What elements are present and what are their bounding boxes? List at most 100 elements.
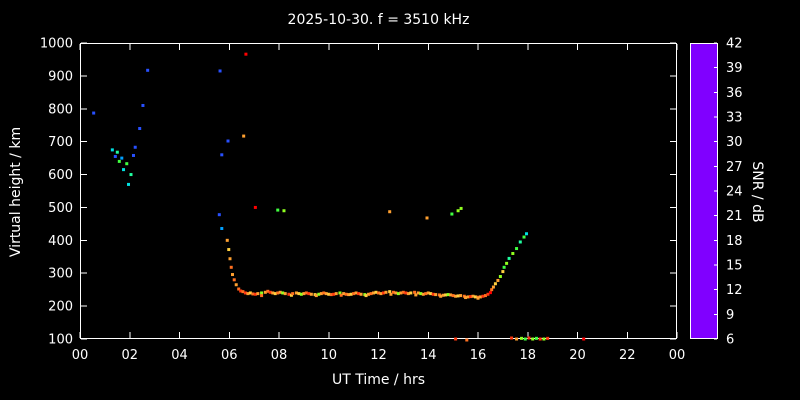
x-tick-label: 10 bbox=[320, 348, 337, 363]
echo-point bbox=[396, 292, 400, 296]
colorbar-tick-label: 15 bbox=[726, 259, 743, 274]
x-tick-label: 08 bbox=[271, 348, 288, 363]
colorbar-tick-label: 9 bbox=[726, 308, 734, 323]
echo-point bbox=[490, 288, 494, 292]
echo-point bbox=[229, 265, 233, 269]
echo-point bbox=[220, 226, 224, 230]
echo-point bbox=[505, 261, 509, 265]
echo-point bbox=[113, 154, 117, 158]
echo-point bbox=[421, 292, 425, 296]
echo-point bbox=[527, 336, 531, 340]
y-tick-label: 900 bbox=[48, 69, 73, 84]
echo-point bbox=[538, 337, 542, 341]
echo-point bbox=[260, 294, 264, 298]
x-axis-label: UT Time / hrs bbox=[331, 372, 426, 388]
echo-point bbox=[294, 291, 298, 295]
echo-point bbox=[271, 291, 275, 295]
echo-point bbox=[327, 292, 331, 296]
echo-point bbox=[388, 210, 392, 214]
echo-point bbox=[317, 292, 321, 296]
echo-point bbox=[491, 285, 495, 289]
echo-point bbox=[268, 290, 272, 294]
echo-point bbox=[456, 294, 460, 298]
colorbar-tick-label: 42 bbox=[726, 37, 743, 52]
echo-point bbox=[481, 294, 485, 298]
echo-point bbox=[344, 292, 348, 296]
echo-point bbox=[276, 291, 280, 295]
echo-point bbox=[496, 278, 500, 282]
echo-point bbox=[546, 336, 550, 340]
echo-point bbox=[239, 289, 243, 293]
echo-point bbox=[501, 270, 505, 274]
echo-point bbox=[273, 292, 277, 296]
x-tick-label: 22 bbox=[619, 348, 636, 363]
echo-point bbox=[342, 292, 346, 296]
echo-point bbox=[507, 256, 511, 260]
y-tick-label: 200 bbox=[48, 300, 73, 315]
echo-point bbox=[230, 273, 234, 277]
echo-point bbox=[347, 293, 351, 297]
echo-point bbox=[434, 293, 438, 297]
echo-point bbox=[542, 337, 546, 341]
echo-point bbox=[110, 148, 114, 152]
echo-point bbox=[304, 291, 308, 295]
echo-point bbox=[263, 290, 267, 294]
echo-point bbox=[232, 278, 236, 282]
echo-point bbox=[260, 291, 264, 295]
echo-point bbox=[439, 294, 443, 298]
echo-point bbox=[426, 291, 430, 295]
colorbar-tick-label: 12 bbox=[726, 283, 743, 298]
echo-point bbox=[131, 153, 135, 157]
echo-point bbox=[525, 232, 529, 236]
colorbar-tick-label: 36 bbox=[726, 86, 743, 101]
echo-point bbox=[511, 251, 515, 255]
echo-point bbox=[474, 295, 478, 299]
echo-point bbox=[498, 275, 502, 279]
echo-point bbox=[226, 139, 230, 143]
echo-point bbox=[228, 257, 232, 261]
echo-point bbox=[374, 290, 378, 294]
echo-point bbox=[377, 291, 380, 295]
echo-point bbox=[522, 235, 526, 239]
echo-point bbox=[515, 337, 519, 341]
echo-point bbox=[241, 290, 245, 294]
echo-point bbox=[242, 134, 246, 138]
echo-point bbox=[334, 292, 338, 296]
echo-point bbox=[237, 287, 241, 291]
echo-point bbox=[322, 291, 326, 295]
colorbar-tick-label: 33 bbox=[726, 111, 743, 126]
echo-point bbox=[299, 292, 303, 296]
echo-point bbox=[381, 291, 385, 295]
echo-point bbox=[424, 292, 428, 296]
y-tick-label: 400 bbox=[48, 234, 73, 249]
colorbar-tick-label: 18 bbox=[726, 234, 743, 249]
echo-point bbox=[520, 336, 524, 340]
y-tick-label: 100 bbox=[48, 333, 73, 348]
echo-point bbox=[454, 337, 458, 341]
echo-point bbox=[289, 293, 293, 297]
x-tick-label: 16 bbox=[470, 348, 487, 363]
echo-point bbox=[478, 295, 482, 299]
echo-point bbox=[217, 213, 221, 217]
x-tick-label: 00 bbox=[669, 348, 686, 363]
echo-point bbox=[248, 291, 252, 295]
echo-point bbox=[246, 292, 250, 296]
echo-point bbox=[459, 206, 463, 210]
echo-point bbox=[493, 282, 497, 286]
x-tick-label: 14 bbox=[420, 348, 437, 363]
echo-point bbox=[253, 292, 257, 296]
echo-point bbox=[379, 292, 383, 296]
echo-point bbox=[276, 208, 280, 212]
echo-point bbox=[146, 68, 150, 72]
echo-point bbox=[450, 212, 454, 216]
echo-point bbox=[399, 291, 403, 295]
echo-point bbox=[314, 294, 318, 298]
echo-point bbox=[401, 290, 405, 294]
echo-point bbox=[419, 292, 423, 296]
echo-point bbox=[349, 292, 353, 296]
echo-point bbox=[414, 293, 418, 297]
echo-point bbox=[456, 209, 460, 213]
echo-point bbox=[297, 292, 301, 296]
echo-point bbox=[117, 159, 121, 163]
